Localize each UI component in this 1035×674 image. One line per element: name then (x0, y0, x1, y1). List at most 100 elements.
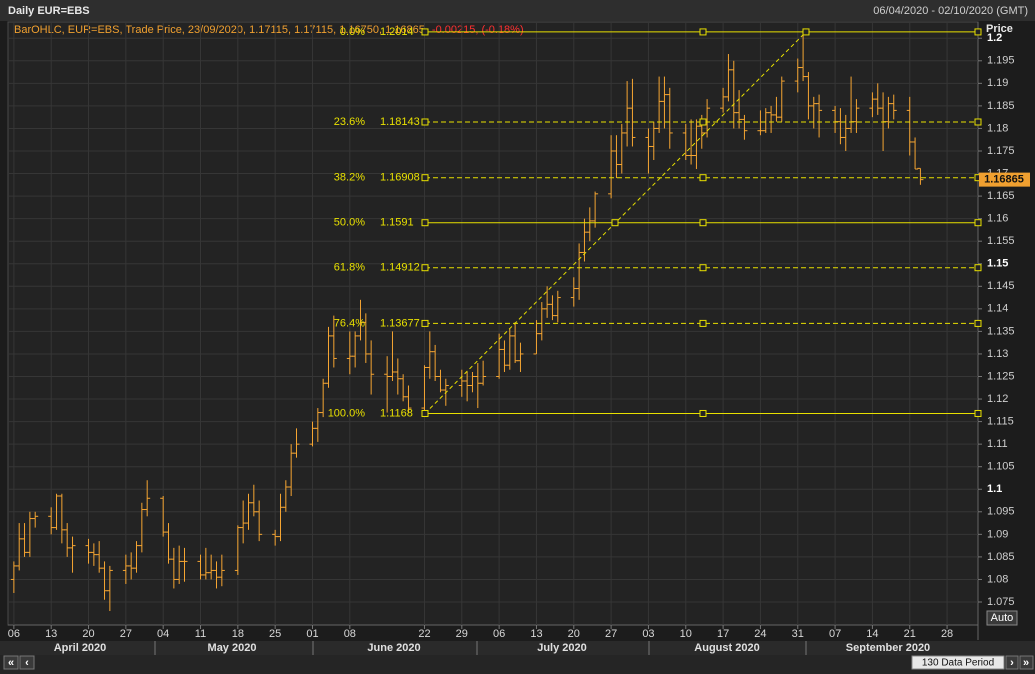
x-tick-label: 13 (45, 628, 57, 640)
fib-price: 1.18143 (380, 116, 420, 128)
fib-percent: 38.2% (334, 172, 365, 184)
auto-button-label[interactable]: Auto (991, 612, 1014, 624)
y-tick-label: 1.08 (987, 573, 1008, 585)
x-tick-label: 27 (605, 628, 617, 640)
fib-price: 1.1168 (380, 407, 413, 419)
fib-percent: 0.0% (340, 26, 365, 38)
prev-icon[interactable]: ‹ (25, 657, 29, 669)
fib-price: 1.16908 (380, 172, 420, 184)
scroll-bar (0, 655, 1035, 674)
y-tick-label: 1.11 (987, 438, 1008, 450)
x-tick-label: 24 (754, 628, 766, 640)
y-tick-label: 1.09 (987, 528, 1008, 540)
month-label: May 2020 (208, 642, 257, 654)
y-tick-label: 1.2 (987, 32, 1002, 44)
fib-price: 1.13677 (380, 317, 420, 329)
fib-handle (421, 319, 429, 327)
fib-handle (974, 409, 982, 417)
month-label: July 2020 (537, 642, 587, 654)
x-tick-label: 04 (157, 628, 169, 640)
x-tick-label: 11 (195, 628, 206, 640)
y-tick-label: 1.105 (987, 461, 1015, 473)
fib-percent: 100.0% (328, 407, 366, 419)
x-tick-label: 25 (269, 628, 281, 640)
x-tick-label: 27 (120, 628, 132, 640)
x-tick-label: 07 (829, 628, 841, 640)
bars (10, 31, 924, 612)
month-label: August 2020 (694, 642, 759, 654)
first-button[interactable] (3, 655, 19, 670)
fib-handle (974, 28, 982, 36)
legend-change: -0.00215, (-0.18%) (432, 24, 524, 36)
fib-price: 1.14912 (380, 262, 420, 274)
next-button[interactable] (1005, 655, 1019, 670)
last-button[interactable] (1019, 655, 1034, 670)
fib-handle (699, 118, 707, 126)
fib-percent: 61.8% (334, 262, 365, 274)
y-tick-label: 1.16 (987, 213, 1008, 225)
fib-percent: 76.4% (334, 317, 365, 329)
y-tick-label: 1.18 (987, 122, 1008, 134)
trend-handle (802, 28, 810, 36)
fib-handle (421, 264, 429, 272)
fib-handle (699, 28, 707, 36)
trend-handle (611, 219, 619, 227)
fib-handle (699, 264, 707, 272)
month-label: June 2020 (367, 642, 420, 654)
fib-handle (974, 319, 982, 327)
first-icon[interactable]: « (8, 657, 14, 669)
auto-button[interactable] (986, 610, 1018, 626)
x-tick-label: 22 (418, 628, 430, 640)
period-label[interactable]: 130 Data Period (922, 658, 994, 669)
y-tick-label: 1.155 (987, 235, 1015, 247)
fib-handle (421, 28, 429, 36)
fib-handle (974, 264, 982, 272)
period-box[interactable] (911, 655, 1005, 670)
fib-handle (421, 219, 429, 227)
fib-handle (421, 118, 429, 126)
y-tick-label: 1.075 (987, 596, 1015, 608)
y-tick-label: 1.175 (987, 145, 1015, 157)
fib-handle (699, 409, 707, 417)
y-axis-title: Price (986, 23, 1013, 35)
legend-text: BarOHLC, EUR=EBS, Trade Price, 23/09/202… (14, 24, 524, 36)
x-tick-label: 29 (456, 628, 468, 640)
title-bar (0, 0, 1035, 21)
y-tick-label: 1.195 (987, 55, 1015, 67)
y-tick-label: 1.145 (987, 280, 1015, 292)
legend: BarOHLC, EUR=EBS, Trade Price, 23/09/202… (14, 24, 428, 36)
next-icon[interactable]: › (1010, 657, 1014, 669)
y-tick-label: 1.15 (987, 258, 1008, 270)
x-tick-label: 13 (530, 628, 542, 640)
x-tick-label: 06 (8, 628, 20, 640)
x-tick-label: 31 (792, 628, 804, 640)
y-tick-label: 1.135 (987, 325, 1015, 337)
date-range: 06/04/2020 - 02/10/2020 (GMT) (873, 5, 1028, 17)
x-tick-label: 20 (568, 628, 580, 640)
fib-handle (974, 219, 982, 227)
y-tick-label: 1.095 (987, 506, 1015, 518)
chart-title: Daily EUR=EBS (8, 5, 90, 17)
y-tick-label: 1.115 (987, 416, 1014, 428)
fib-handle (421, 409, 429, 417)
x-tick-label: 21 (904, 628, 916, 640)
fib-handle (421, 174, 429, 182)
fib-handle (974, 118, 982, 126)
y-tick-label: 1.125 (987, 370, 1015, 382)
fib-price: 1.1591 (380, 217, 414, 229)
fib-percent: 23.6% (334, 116, 365, 128)
y-tick-label: 1.085 (987, 551, 1015, 563)
month-label: September 2020 (846, 642, 930, 654)
prev-button[interactable] (19, 655, 35, 670)
month-bar (0, 641, 1035, 655)
month-label: April 2020 (54, 642, 107, 654)
x-tick-label: 20 (82, 628, 94, 640)
x-tick-label: 17 (717, 628, 729, 640)
x-tick-label: 06 (493, 628, 505, 640)
last-icon[interactable]: » (1023, 657, 1029, 669)
x-tick-label: 14 (866, 628, 878, 640)
fib-handle (699, 219, 707, 227)
y-tick-label: 1.14 (987, 303, 1008, 315)
x-tick-label: 01 (306, 628, 318, 640)
